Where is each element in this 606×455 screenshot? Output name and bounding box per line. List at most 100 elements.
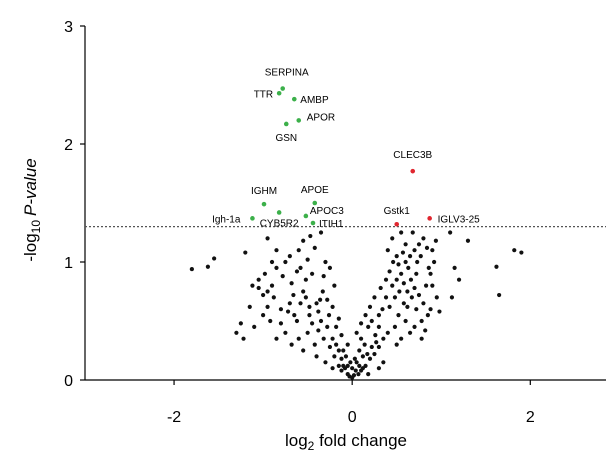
data-point (432, 259, 437, 265)
data-point (294, 269, 300, 274)
data-point (274, 336, 279, 341)
data-point (394, 254, 399, 259)
data-point (401, 301, 406, 306)
data-point (358, 336, 364, 341)
data-point (292, 313, 297, 318)
data-point (314, 301, 319, 306)
data-point (381, 360, 386, 365)
data-point (334, 342, 339, 347)
data-point (318, 318, 324, 324)
data-point (367, 304, 373, 309)
data-point (265, 289, 270, 294)
data-point (414, 307, 419, 312)
data-point (307, 313, 312, 318)
highlighted-point (291, 96, 297, 102)
data-point (412, 324, 417, 329)
data-point (421, 236, 426, 241)
data-point (383, 295, 389, 300)
data-points (189, 86, 524, 380)
data-point (374, 340, 379, 345)
data-point (261, 292, 266, 298)
data-point (285, 309, 291, 314)
x-axis-title: log2 fold change (285, 431, 407, 453)
data-point (369, 318, 374, 324)
data-point (330, 336, 335, 341)
data-point (407, 330, 413, 335)
point-label: CLEC3B (393, 150, 432, 161)
data-point (372, 295, 377, 300)
data-point (301, 238, 306, 243)
data-point (280, 274, 285, 279)
data-point (406, 265, 411, 270)
data-point (314, 354, 319, 359)
data-point (332, 283, 337, 288)
highlighted-point (261, 201, 267, 207)
data-point (419, 336, 424, 341)
data-point (412, 285, 417, 291)
data-point (449, 295, 455, 300)
data-point (433, 238, 438, 243)
data-point (376, 366, 381, 371)
data-point (339, 333, 344, 338)
data-point (274, 265, 279, 270)
data-point (325, 324, 330, 329)
highlighted-point (310, 220, 316, 226)
data-point (416, 292, 422, 298)
data-point (385, 330, 390, 335)
data-point (268, 318, 273, 324)
data-point (296, 336, 301, 341)
data-point (321, 336, 326, 341)
data-point (391, 259, 396, 265)
data-point (308, 233, 313, 239)
data-point (397, 289, 402, 294)
point-label: SERPINA (265, 68, 309, 79)
data-point (247, 304, 252, 309)
highlighted-point (303, 213, 309, 219)
highlighted-point (250, 216, 255, 221)
data-point (189, 266, 194, 272)
data-point (265, 304, 270, 309)
data-point (312, 342, 317, 347)
data-point (341, 348, 346, 353)
data-point (351, 373, 357, 378)
data-point (428, 271, 433, 276)
data-point (291, 292, 296, 298)
data-point (403, 318, 408, 324)
data-point (234, 330, 239, 335)
data-point (372, 351, 377, 357)
data-point (437, 309, 442, 314)
data-point (405, 289, 410, 294)
x-tick-label: 0 (348, 409, 357, 426)
data-point (399, 230, 404, 235)
data-point (401, 281, 406, 286)
data-point (339, 356, 344, 361)
data-point (303, 295, 308, 300)
data-point (252, 324, 257, 329)
point-label: IGLV3-25 (438, 214, 480, 225)
data-point (265, 236, 270, 241)
data-point (350, 366, 355, 371)
data-point (452, 265, 457, 270)
point-label: Igh-1a (212, 214, 241, 225)
data-point (357, 348, 362, 353)
data-point (366, 372, 371, 377)
y-tick-label: 0 (64, 373, 73, 390)
data-point (298, 265, 303, 270)
highlighted-point (283, 121, 289, 127)
data-point (327, 265, 333, 270)
data-point (250, 283, 255, 288)
data-point (378, 285, 383, 291)
data-point (353, 368, 358, 373)
data-point (418, 254, 423, 259)
data-point (323, 360, 328, 365)
data-point (294, 318, 300, 324)
data-point (271, 295, 276, 300)
highlighted-point (410, 168, 416, 174)
point-label: GSN (275, 133, 297, 144)
data-point (316, 309, 321, 314)
data-point (376, 313, 381, 318)
data-point (419, 318, 424, 324)
data-point (316, 328, 321, 333)
data-point (423, 283, 429, 288)
highlighted-point (280, 86, 286, 91)
